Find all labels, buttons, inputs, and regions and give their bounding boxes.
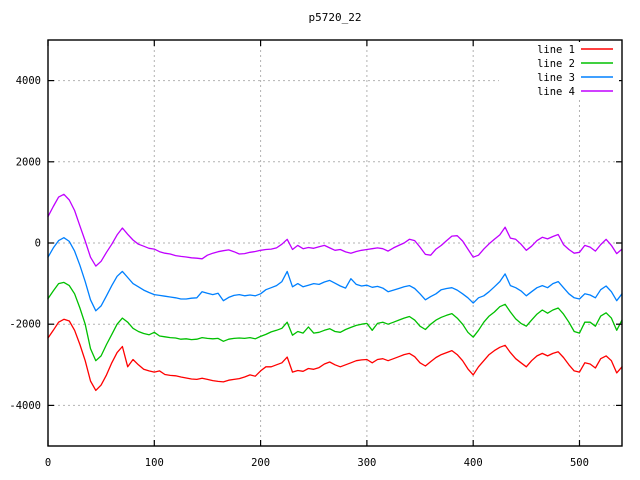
chart-title: p5720_22 [309, 11, 362, 24]
tick-labels: -4000 -2000 0 2000 4000 0 100 200 300 400 500 [9, 75, 589, 469]
x-tick-label: 500 [570, 457, 589, 469]
y-tick-label: 0 [35, 238, 41, 250]
axes [47, 39, 623, 447]
legend-label: line 2 [537, 58, 575, 70]
x-tick-label: 100 [145, 457, 164, 469]
legend-label: line 3 [537, 72, 575, 84]
y-tick-label: 2000 [16, 156, 41, 168]
y-tick-label: -2000 [9, 319, 41, 331]
x-tick-label: 400 [464, 457, 483, 469]
x-tick-label: 200 [251, 457, 270, 469]
y-tick-label: -4000 [9, 400, 41, 412]
grid [48, 40, 622, 446]
series-line-2 [47, 281, 623, 362]
legend: line 1 line 2 line 3 line 4 [499, 42, 619, 99]
series-line-3 [47, 237, 623, 312]
y-tick-label: 4000 [16, 75, 41, 87]
x-tick-label: 300 [357, 457, 376, 469]
legend-background [499, 42, 619, 99]
legend-label: line 1 [537, 44, 575, 56]
x-tick-label: 0 [45, 457, 51, 469]
series-lines [47, 193, 623, 392]
series-line-1 [47, 318, 623, 392]
series-line-4 [47, 193, 623, 267]
legend-label: line 4 [537, 86, 575, 98]
